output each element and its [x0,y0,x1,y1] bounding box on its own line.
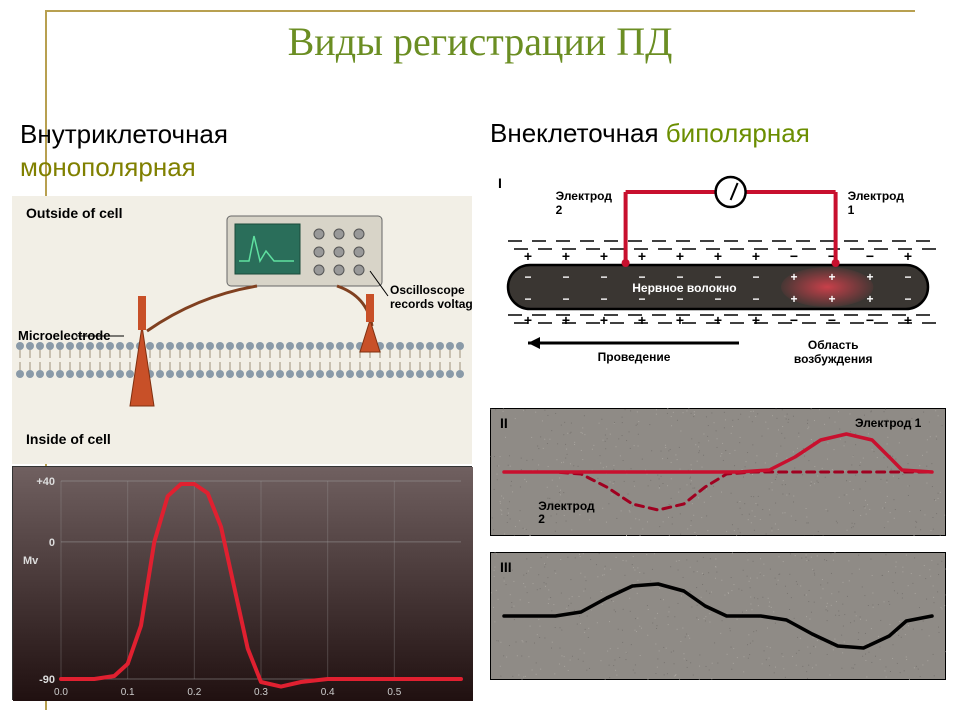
trace-3-panel: III [490,552,946,680]
svg-text:II: II [500,415,508,431]
ap-waveform-chart: -90 0 +40 Mv 0.0 0.1 0.2 0.3 0.4 0.5 [12,466,472,700]
svg-text:−: − [562,292,569,306]
svg-text:+: + [790,292,797,306]
svg-text:1: 1 [848,203,855,217]
svg-text:+: + [866,270,873,284]
svg-text:−: − [524,292,531,306]
svg-text:−: − [752,292,759,306]
svg-text:−: − [904,270,911,284]
svg-text:0.1: 0.1 [121,687,135,698]
ap-waveform-svg: -90 0 +40 Mv 0.0 0.1 0.2 0.3 0.4 0.5 [13,467,473,701]
svg-text:Электрод: Электрод [848,189,905,203]
svg-text:Outside of cell: Outside of cell [26,205,122,221]
svg-text:0.5: 0.5 [387,687,401,698]
svg-text:+: + [828,270,835,284]
trace-2-panel: II Электрод 1 Электрод2 [490,408,946,536]
svg-text:records voltage: records voltage [390,297,472,311]
right-subtitle-plain: Внеклеточная [490,118,666,148]
left-subtitle-line1: Внутриклеточная [20,119,228,149]
svg-text:Нервное волокно: Нервное волокно [632,281,736,295]
svg-text:+40: +40 [36,476,55,488]
right-subtitle-accent: биполярная [666,118,810,148]
svg-text:Mv: Mv [23,555,39,567]
extracellular-svg: I++++++++++++++−−−−−−++−−−−−−−−−−−−−−+++… [490,170,946,370]
trace-2-svg: II Электрод 1 Электрод2 [490,408,946,536]
svg-text:+: + [524,248,532,264]
svg-text:0.4: 0.4 [321,687,335,698]
svg-text:−: − [752,270,759,284]
svg-text:I: I [498,175,502,191]
svg-text:−: − [828,312,836,328]
svg-text:+: + [866,292,873,306]
svg-text:+: + [600,312,608,328]
svg-text:возбуждения: возбуждения [794,352,873,366]
svg-text:+: + [714,248,722,264]
svg-text:−: − [524,270,531,284]
intracellular-diagram: Outside of cellInside of cellMicroelectr… [12,196,472,464]
svg-text:+: + [828,292,835,306]
svg-text:+: + [638,312,646,328]
svg-text:+: + [752,248,760,264]
svg-text:+: + [638,248,646,264]
svg-text:−: − [904,292,911,306]
svg-text:0.0: 0.0 [54,687,68,698]
svg-text:+: + [562,312,570,328]
svg-text:−: − [600,270,607,284]
svg-text:+: + [752,312,760,328]
svg-text:Oscilloscope: Oscilloscope [390,283,465,297]
extracellular-diagram: I++++++++++++++−−−−−−++−−−−−−−−−−−−−−+++… [490,170,946,370]
svg-text:−: − [600,292,607,306]
svg-text:−: − [866,248,874,264]
intracellular-svg: Outside of cellInside of cellMicroelectr… [12,196,472,464]
svg-text:0.3: 0.3 [254,687,268,698]
svg-text:2: 2 [538,512,545,526]
svg-text:+: + [904,312,912,328]
svg-text:+: + [524,312,532,328]
svg-text:−: − [866,312,874,328]
page-title: Виды регистрации ПД [0,18,960,65]
svg-text:Проведение: Проведение [598,350,671,364]
svg-text:0: 0 [49,537,55,549]
svg-text:0.2: 0.2 [187,687,201,698]
svg-text:+: + [600,248,608,264]
svg-text:Электрод: Электрод [556,189,613,203]
svg-text:III: III [500,559,512,575]
svg-text:−: − [790,312,798,328]
svg-text:+: + [714,312,722,328]
svg-text:2: 2 [556,203,563,217]
svg-text:−: − [562,270,569,284]
svg-text:+: + [676,312,684,328]
svg-text:+: + [562,248,570,264]
trace-3-svg: III [490,552,946,680]
left-subtitle: Внутриклеточная монополярная [20,118,228,183]
svg-text:Электрод: Электрод [538,499,595,513]
svg-text:Область: Область [808,338,859,352]
svg-text:Электрод 1: Электрод 1 [855,416,922,430]
svg-text:+: + [676,248,684,264]
svg-text:-90: -90 [39,674,55,686]
right-subtitle: Внеклеточная биполярная [490,118,810,149]
svg-text:+: + [790,270,797,284]
svg-text:Inside of cell: Inside of cell [26,431,111,447]
left-subtitle-line2: монополярная [20,152,196,182]
svg-text:+: + [904,248,912,264]
svg-text:−: − [790,248,798,264]
